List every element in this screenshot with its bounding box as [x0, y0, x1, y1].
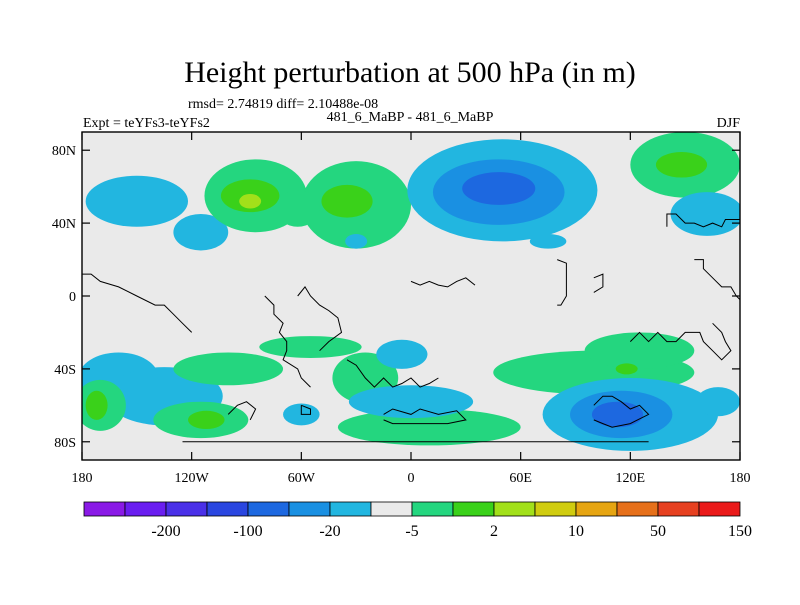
colorbar-swatch [206, 501, 249, 517]
season-label: DJF [717, 116, 741, 131]
contour-region-cyan [85, 175, 189, 227]
coastline [666, 213, 740, 228]
contour-region-cyan [173, 214, 229, 251]
x-tick-label: 0 [408, 471, 415, 486]
x-tick-label: 120E [616, 471, 646, 486]
x-tick-label: 60E [509, 471, 532, 486]
x-tick-label: 60W [288, 471, 316, 486]
contour-region-cyan [696, 387, 740, 417]
coastline [297, 286, 343, 352]
y-tick-label: 40S [54, 363, 76, 378]
colorbar-label: -5 [405, 523, 418, 540]
coastline [410, 277, 476, 288]
x-tick-label: 180 [72, 471, 93, 486]
x-tick-label: 120W [175, 471, 210, 486]
contour-region-blue [591, 401, 644, 428]
colorbar-swatch [493, 501, 536, 517]
coastlines [82, 213, 740, 443]
colorbar-swatch [370, 501, 413, 517]
y-tick-label: 80S [54, 436, 76, 451]
colorbar-label: -20 [319, 523, 340, 540]
colorbar-swatch [534, 501, 577, 517]
x-tick-label: 180 [730, 471, 751, 486]
experiment-label: Expt = teYFs3-teYFs2 [83, 116, 210, 131]
y-axis: 80N 40N 0 40S 80S [52, 144, 740, 451]
colorbar-swatch [452, 501, 495, 517]
coastline [557, 259, 567, 306]
contour-region-cyan [529, 234, 567, 249]
contour-region-cyan [376, 339, 428, 369]
colorbar-swatch [616, 501, 659, 517]
coastline [629, 322, 732, 361]
colorbar-label: 150 [728, 523, 752, 540]
coastline [82, 273, 193, 333]
contour-region-green [584, 332, 695, 369]
chart-title: Height perturbation at 500 hPa (in m) [184, 56, 636, 89]
colorbar-swatch [411, 501, 454, 517]
colorbar-swatch [329, 501, 372, 517]
coastline [264, 295, 311, 388]
contour-region-lgreen [321, 184, 373, 218]
contour-region-green [337, 408, 521, 446]
colorbar-label: -200 [151, 523, 180, 540]
colorbar-swatch [288, 501, 331, 517]
colorbar-label: -100 [233, 523, 262, 540]
contour-region-blue [462, 172, 536, 205]
contour-region-green [275, 190, 320, 227]
colorbar-swatch [165, 501, 208, 517]
y-tick-label: 80N [52, 144, 76, 159]
colorbar-swatch [657, 501, 700, 517]
coastline [300, 404, 311, 415]
coastline [593, 395, 650, 428]
contour-region-lgreen [655, 152, 708, 178]
x-axis: 180 120W 60W 0 60E 120E 180 [72, 132, 751, 486]
coastline [346, 359, 439, 388]
contour-region-cyan [345, 234, 368, 249]
contour-fields [82, 132, 740, 451]
contour-region-yellow [239, 193, 262, 209]
coastline [593, 273, 604, 293]
y-tick-label: 0 [69, 290, 76, 305]
y-tick-label: 40N [52, 217, 76, 232]
colorbar-swatch [698, 501, 741, 517]
colorbar-label: 10 [568, 523, 584, 540]
colorbar-swatch [83, 501, 126, 517]
colorbar-swatch [124, 501, 167, 517]
colorbar-swatch [575, 501, 618, 517]
contour-region-cyan [670, 192, 740, 236]
contour-region-lgreen [85, 390, 108, 420]
contour-region-green [173, 352, 284, 386]
case-label: 481_6_MaBP - 481_6_MaBP [327, 110, 494, 125]
contour-region-lgreen [188, 410, 225, 430]
colorbar: -200 -100 -20 -5 2 10 50 150 [83, 501, 752, 540]
coastline [694, 259, 740, 300]
contour-region-lgreen [615, 363, 638, 375]
contour-region-green [259, 336, 362, 358]
colorbar-label: 2 [490, 523, 498, 540]
colorbar-swatch [247, 501, 290, 517]
stats-label: rmsd= 2.74819 diff= 2.10488e-08 [188, 97, 378, 112]
contour-region-cyan [348, 385, 474, 419]
colorbar-label: 50 [650, 523, 666, 540]
coastline [227, 401, 257, 421]
coastline [383, 408, 467, 425]
